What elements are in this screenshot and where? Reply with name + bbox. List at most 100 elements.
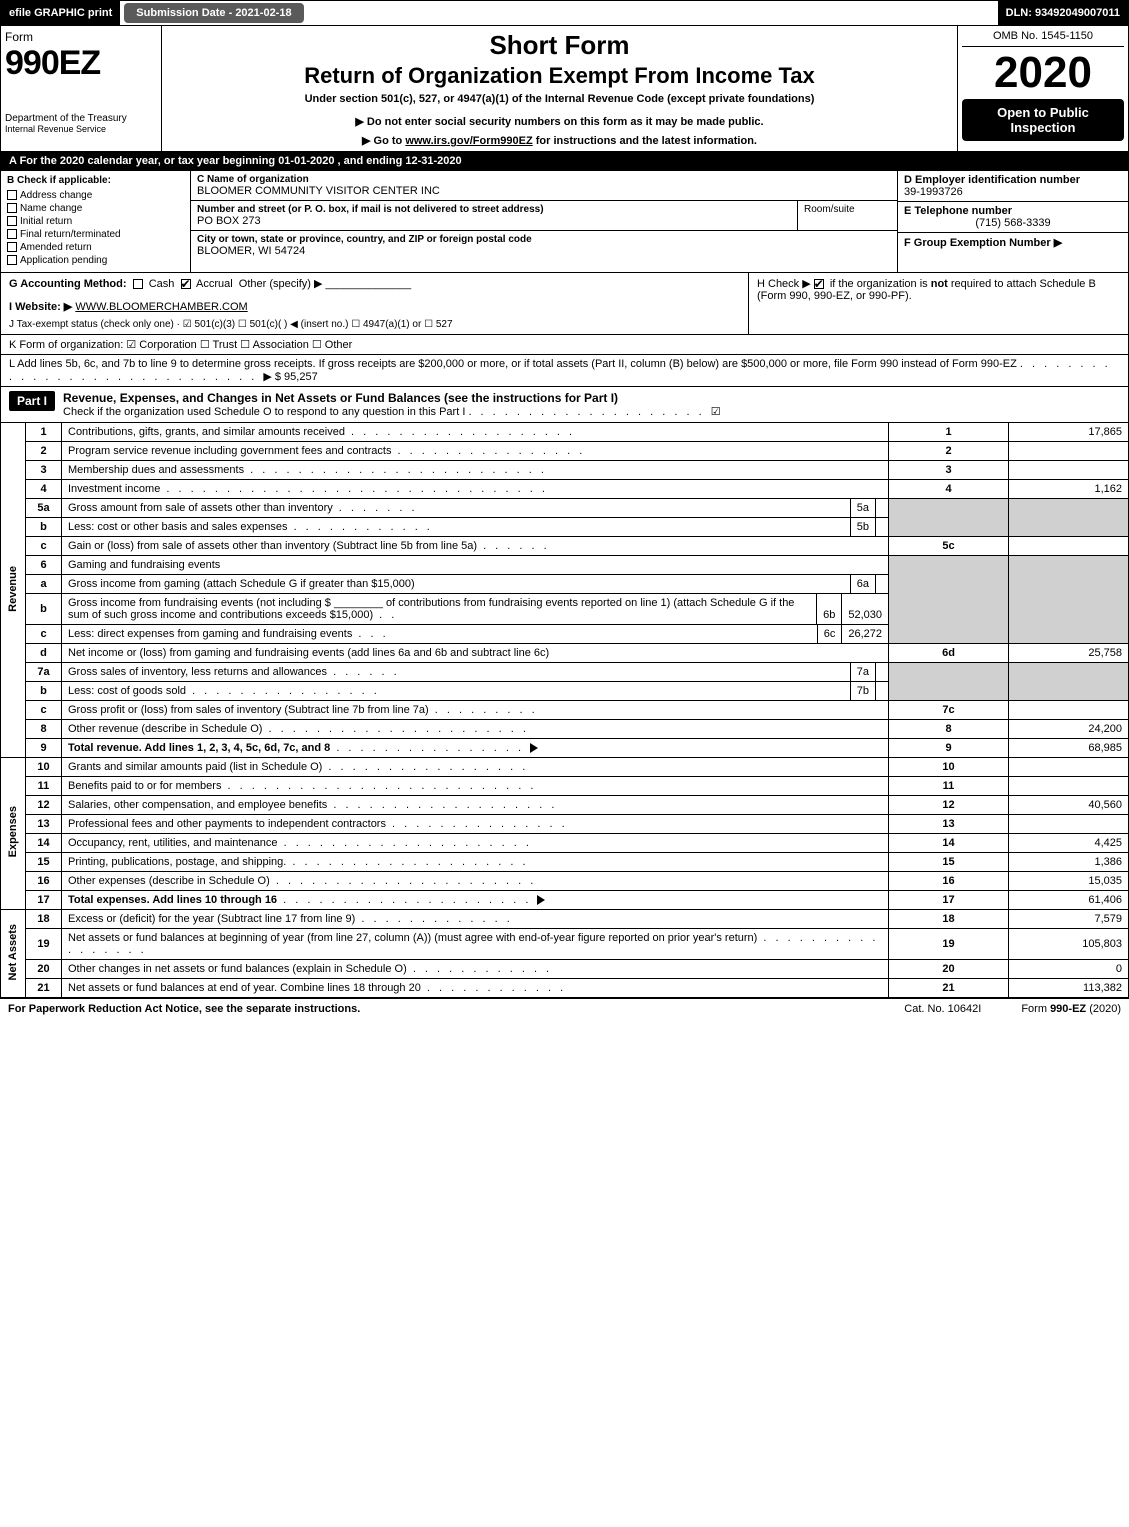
addr-value: PO BOX 273: [197, 215, 791, 227]
c-name-label: C Name of organization: [197, 174, 891, 185]
num-3: 3: [889, 461, 1009, 480]
submission-date: Submission Date - 2021-02-18: [124, 3, 303, 23]
ln-1: 1: [26, 423, 62, 442]
val-16: 15,035: [1009, 872, 1129, 891]
org-name: BLOOMER COMMUNITY VISITOR CENTER INC: [197, 185, 891, 197]
ln-2: 2: [26, 442, 62, 461]
val-14: 4,425: [1009, 834, 1129, 853]
return-title: Return of Organization Exempt From Incom…: [168, 63, 951, 89]
e-tel-label: E Telephone number: [904, 205, 1122, 217]
desc-8: Other revenue (describe in Schedule O): [68, 723, 262, 735]
cb-application-pending[interactable]: Application pending: [7, 255, 184, 266]
cb-amended-return[interactable]: Amended return: [7, 242, 184, 253]
cb-cash[interactable]: [133, 279, 143, 289]
val-2: [1009, 442, 1129, 461]
paperwork-notice: For Paperwork Reduction Act Notice, see …: [8, 1003, 864, 1015]
num-13: 13: [889, 815, 1009, 834]
cb-initial-return[interactable]: Initial return: [7, 216, 184, 227]
city-value: BLOOMER, WI 54724: [197, 245, 891, 257]
ln-9: 9: [26, 739, 62, 758]
subval-6c: 26,272: [841, 625, 888, 643]
val-1: 17,865: [1009, 423, 1129, 442]
subval-5b: [875, 518, 888, 536]
dln: DLN: 93492049007011: [998, 1, 1128, 25]
part1-subtitle: Check if the organization used Schedule …: [63, 406, 465, 418]
ln-13: 13: [26, 815, 62, 834]
part1-table: Revenue 1 Contributions, gifts, grants, …: [0, 423, 1129, 998]
b-header: B Check if applicable:: [7, 175, 184, 186]
num-19: 19: [889, 929, 1009, 960]
rot-netassets: Net Assets: [1, 910, 26, 998]
val-13: [1009, 815, 1129, 834]
ln-16: 16: [26, 872, 62, 891]
num-18: 18: [889, 910, 1009, 929]
num-17: 17: [889, 891, 1009, 910]
arrow-icon: [537, 895, 545, 905]
city-label: City or town, state or province, country…: [197, 234, 891, 245]
ln-4: 4: [26, 480, 62, 499]
val-6d: 25,758: [1009, 644, 1129, 663]
part1-header: Part I Revenue, Expenses, and Changes in…: [0, 387, 1129, 423]
ln-12: 12: [26, 796, 62, 815]
col-c: C Name of organization BLOOMER COMMUNITY…: [191, 171, 898, 272]
cb-final-return[interactable]: Final return/terminated: [7, 229, 184, 240]
form-word: Form: [5, 30, 157, 44]
cb-name-change[interactable]: Name change: [7, 203, 184, 214]
desc-5b: Less: cost or other basis and sales expe…: [68, 521, 288, 533]
efile-label[interactable]: efile GRAPHIC print: [1, 1, 120, 25]
ln-19: 19: [26, 929, 62, 960]
col-def: D Employer identification number 39-1993…: [898, 171, 1128, 272]
ln-17: 17: [26, 891, 62, 910]
do-not-enter: ▶ Do not enter social security numbers o…: [168, 115, 951, 128]
ln-6: 6: [26, 556, 62, 575]
col-b: B Check if applicable: Address change Na…: [1, 171, 191, 272]
num-8: 8: [889, 720, 1009, 739]
k-row: K Form of organization: ☑ Corporation ☐ …: [0, 335, 1129, 355]
desc-7c: Gross profit or (loss) from sales of inv…: [68, 704, 429, 716]
num-10: 10: [889, 758, 1009, 777]
num-14: 14: [889, 834, 1009, 853]
desc-19: Net assets or fund balances at beginning…: [68, 932, 757, 944]
val-18: 7,579: [1009, 910, 1129, 929]
desc-6d: Net income or (loss) from gaming and fun…: [62, 644, 889, 663]
d-ein-label: D Employer identification number: [904, 174, 1122, 186]
subval-7b: [875, 682, 888, 700]
sub-6a: 6a: [850, 575, 875, 593]
sub-6b: 6b: [816, 594, 841, 624]
ln-6a: a: [26, 575, 62, 594]
rot-revenue: Revenue: [1, 423, 26, 758]
desc-6: Gaming and fundraising events: [62, 556, 889, 575]
desc-12: Salaries, other compensation, and employ…: [68, 799, 327, 811]
grey-5ab: [889, 499, 1009, 537]
desc-21: Net assets or fund balances at end of ye…: [68, 982, 421, 994]
cb-accrual[interactable]: [181, 279, 191, 289]
ln-10: 10: [26, 758, 62, 777]
val-8: 24,200: [1009, 720, 1129, 739]
row-a: A For the 2020 calendar year, or tax yea…: [0, 152, 1129, 171]
desc-5c: Gain or (loss) from sale of assets other…: [68, 540, 477, 552]
irs-link[interactable]: www.irs.gov/Form990EZ: [405, 135, 532, 147]
arrow-icon: [530, 743, 538, 753]
desc-9: Total revenue. Add lines 1, 2, 3, 4, 5c,…: [68, 742, 330, 754]
cb-schedule-b[interactable]: [814, 279, 824, 289]
cb-address-change[interactable]: Address change: [7, 190, 184, 201]
desc-6b: Gross income from fundraising events (no…: [62, 594, 816, 624]
ln-6c: c: [26, 625, 62, 644]
ln-21: 21: [26, 979, 62, 998]
desc-13: Professional fees and other payments to …: [68, 818, 386, 830]
desc-6a: Gross income from gaming (attach Schedul…: [62, 575, 850, 593]
ln-7c: c: [26, 701, 62, 720]
addr-label: Number and street (or P. O. box, if mail…: [197, 204, 791, 215]
num-16: 16: [889, 872, 1009, 891]
room-suite-cell: Room/suite: [797, 201, 897, 230]
ln-5b: b: [26, 518, 62, 537]
ln-7b: b: [26, 682, 62, 701]
ln-5c: c: [26, 537, 62, 556]
val-10: [1009, 758, 1129, 777]
right-block: OMB No. 1545-1150 2020 Open to Public In…: [958, 26, 1128, 151]
num-6d: 6d: [889, 644, 1009, 663]
under-text: Under section 501(c), 527, or 4947(a)(1)…: [168, 93, 951, 105]
desc-3: Membership dues and assessments: [68, 464, 244, 476]
num-2: 2: [889, 442, 1009, 461]
website-value[interactable]: WWW.BLOOMERCHAMBER.COM: [75, 301, 247, 313]
